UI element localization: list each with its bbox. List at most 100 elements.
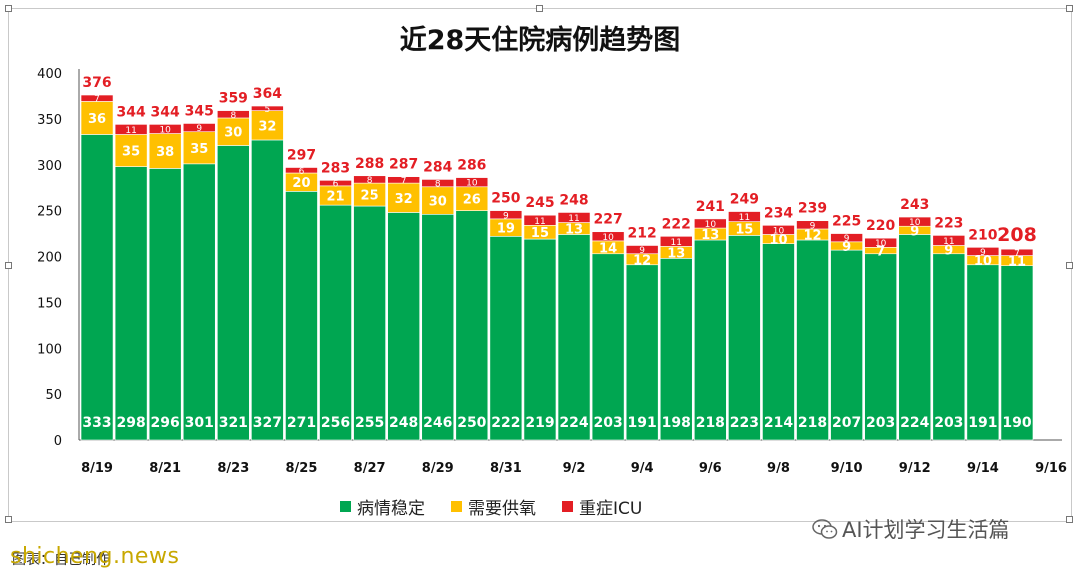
data-label-icu: 10 — [159, 125, 171, 135]
data-label-stable: 296 — [151, 415, 180, 431]
bar-icu — [353, 175, 386, 184]
data-label-icu: 11 — [568, 214, 579, 224]
bar-icu — [114, 124, 148, 135]
bar-icu — [796, 220, 829, 230]
x-tick-label: 8/25 — [286, 461, 318, 476]
resize-handle-mid-left[interactable] — [5, 262, 12, 269]
data-label-icu: 7 — [1014, 249, 1020, 259]
data-label-oxygen: 32 — [258, 119, 276, 134]
data-label-oxygen: 12 — [633, 253, 651, 268]
data-label-stable: 271 — [287, 415, 316, 431]
data-label-oxygen: 13 — [667, 246, 685, 261]
bar-stable — [455, 210, 489, 441]
y-tick-label: 250 — [37, 205, 62, 220]
x-tick-label: 9/8 — [767, 461, 790, 476]
data-label-stable: 203 — [866, 415, 895, 431]
data-label-icu: 7 — [401, 176, 407, 186]
bar-stable — [148, 168, 182, 441]
data-label-oxygen: 19 — [497, 222, 515, 237]
x-tick-label: 9/12 — [899, 461, 931, 476]
bar-icu — [285, 167, 318, 174]
bar-icu — [659, 236, 693, 247]
bar-stable — [694, 239, 727, 441]
bar-icu — [182, 123, 216, 133]
data-label-stable: 333 — [82, 415, 111, 431]
data-label-oxygen: 20 — [292, 176, 310, 191]
bar-stable — [591, 253, 625, 441]
data-label-total: 297 — [287, 148, 316, 164]
bar-stable — [728, 235, 761, 441]
data-label-total: 212 — [628, 225, 657, 241]
data-label-oxygen: 35 — [190, 142, 208, 157]
bar-icu — [523, 214, 557, 226]
data-label-total: 220 — [866, 218, 895, 234]
bar-oxygen — [114, 134, 148, 167]
data-label-total: 345 — [185, 103, 214, 119]
bar-icu — [557, 212, 591, 223]
legend: 病情稳定 需要供氧 重症ICU — [340, 494, 642, 519]
data-label-oxygen: 30 — [429, 195, 447, 210]
data-label-icu: 7 — [94, 95, 100, 105]
data-label-total: 210 — [968, 227, 997, 243]
data-label-stable: 256 — [321, 415, 350, 431]
data-label-oxygen: 7 — [876, 245, 885, 260]
resize-handle-bottom-left[interactable] — [5, 516, 12, 523]
legend-item-stable: 病情稳定 — [340, 494, 425, 519]
source-caption: 图表：自己制作 — [12, 552, 110, 568]
data-label-stable: 250 — [457, 415, 486, 431]
y-tick-label: 350 — [37, 113, 62, 128]
data-label-icu: 10 — [705, 220, 717, 230]
data-label-stable: 207 — [832, 415, 861, 431]
data-label-total: 359 — [219, 91, 248, 107]
data-label-total: 344 — [116, 104, 145, 120]
resize-handle-mid-right[interactable] — [1066, 262, 1073, 269]
data-label-icu: 8 — [230, 111, 236, 121]
data-label-icu: 6 — [333, 180, 339, 190]
data-label-total: 250 — [491, 191, 520, 207]
resize-handle-bottom-right[interactable] — [1066, 516, 1073, 523]
data-label-icu: 10 — [773, 226, 785, 236]
data-label-icu: 11 — [125, 126, 136, 136]
bar-icu — [625, 245, 659, 255]
legend-item-icu: 重症ICU — [562, 494, 642, 519]
bar-icu — [455, 177, 489, 188]
data-label-stable: 222 — [491, 415, 520, 431]
legend-swatch-icu — [562, 501, 573, 512]
data-label-total: 288 — [355, 156, 384, 172]
bar-stable — [489, 236, 523, 441]
data-label-total: 241 — [696, 199, 725, 215]
bar-stable — [251, 139, 284, 441]
bar-icu — [1000, 248, 1034, 256]
resize-handle-top-mid[interactable] — [536, 5, 543, 12]
x-tick-label: 9/16 — [1035, 461, 1067, 476]
data-label-total: 223 — [934, 215, 963, 231]
data-label-icu: 11 — [534, 217, 545, 227]
y-tick-label: 400 — [37, 67, 62, 82]
data-label-icu: 11 — [671, 238, 682, 248]
bar-stable — [387, 212, 420, 441]
data-label-oxygen: 9 — [842, 240, 851, 255]
y-tick-label: 200 — [37, 251, 62, 266]
bar-stable — [898, 234, 932, 441]
data-label-total: 344 — [151, 104, 180, 120]
resize-handle-top-left[interactable] — [5, 5, 12, 12]
data-label-oxygen: 38 — [156, 145, 174, 160]
data-label-icu: 9 — [844, 234, 850, 244]
bar-icu — [830, 233, 863, 243]
bar-icu — [728, 211, 761, 222]
data-label-total: 364 — [253, 86, 282, 102]
resize-handle-top-right[interactable] — [1066, 5, 1073, 12]
data-label-oxygen: 9 — [910, 224, 919, 239]
bar-stable — [319, 204, 352, 441]
bar-stable — [830, 249, 863, 441]
bar-stable — [523, 238, 557, 441]
data-label-stable: 301 — [185, 415, 214, 431]
legend-item-oxygen: 需要供氧 — [451, 494, 536, 519]
bar-stable — [285, 191, 318, 441]
data-label-icu: 9 — [810, 221, 816, 231]
data-label-total: 287 — [389, 157, 418, 173]
data-label-icu: 6 — [299, 167, 305, 177]
data-label-oxygen: 15 — [531, 226, 549, 241]
data-label-stable: 191 — [968, 415, 997, 431]
x-tick-label: 9/14 — [967, 461, 999, 476]
